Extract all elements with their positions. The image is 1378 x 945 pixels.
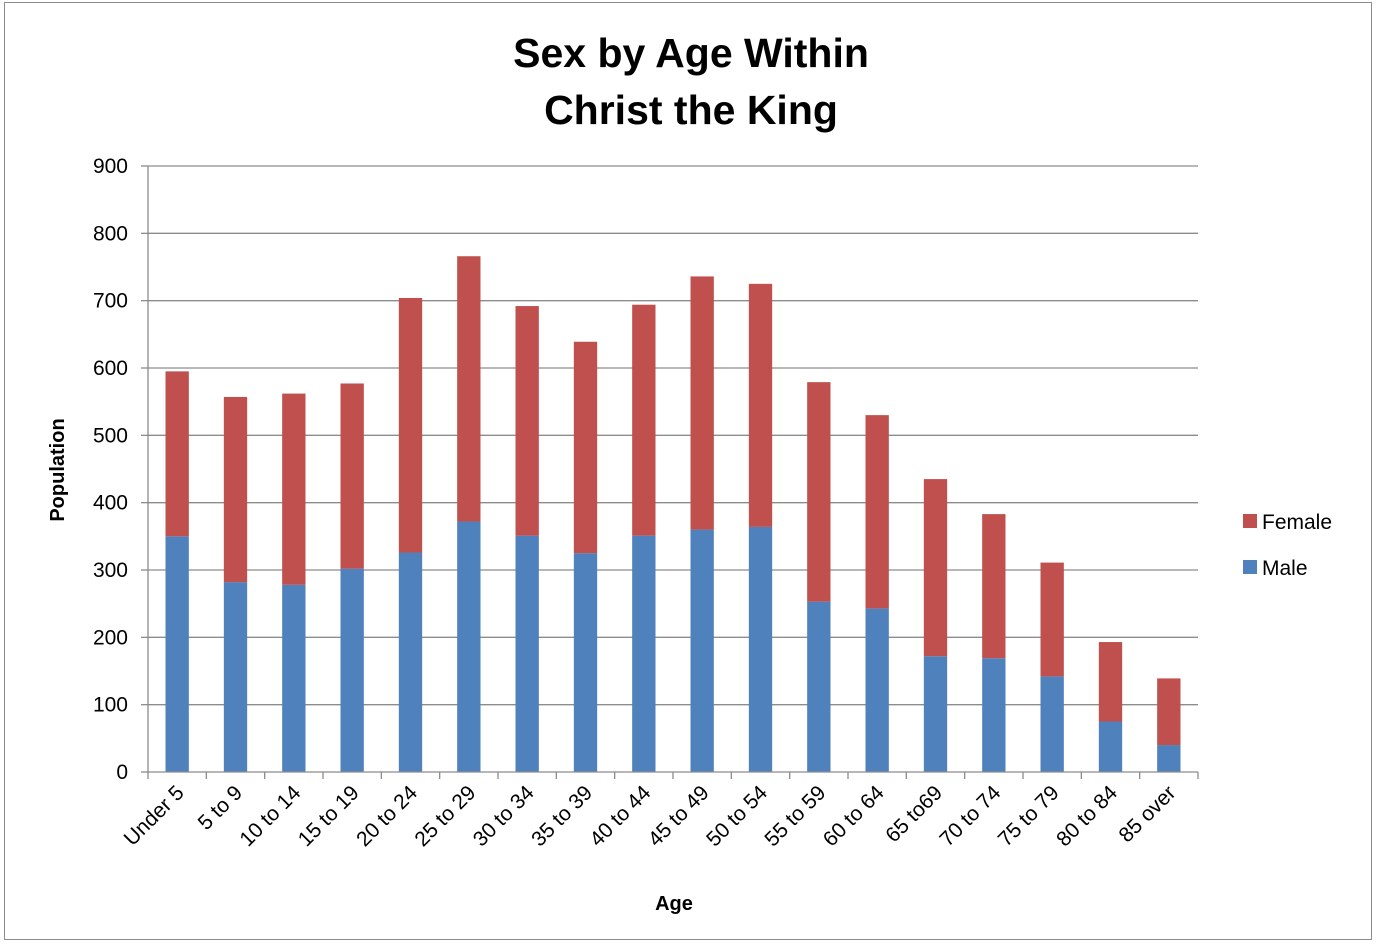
bar-female <box>398 297 423 553</box>
x-tick-label: 60 to 64 <box>819 781 889 851</box>
y-tick-label: 600 <box>93 357 128 380</box>
bar-male <box>165 536 189 772</box>
chart-title-line-2: Christ the King <box>544 87 838 133</box>
bar-male <box>1098 721 1123 772</box>
y-tick-label: 500 <box>93 424 128 447</box>
x-tick-label: Under 5 <box>120 781 189 850</box>
x-tick-label: 25 to 29 <box>410 781 480 851</box>
x-tick-label: 5 to 9 <box>194 781 247 834</box>
bar-male <box>223 582 248 772</box>
bar-male <box>982 658 1006 772</box>
bar-male <box>340 568 364 772</box>
x-tick-label: 20 to 24 <box>352 781 422 851</box>
bar-female <box>1098 642 1123 722</box>
bar-female <box>982 514 1006 659</box>
x-axis-title: Age <box>655 893 693 915</box>
y-tick-label: 200 <box>93 626 128 649</box>
x-tick-label: 50 to 54 <box>702 781 772 851</box>
x-tick-label: 45 to 49 <box>644 781 714 851</box>
bar-female <box>865 415 889 609</box>
bar-male <box>1040 676 1064 772</box>
bar-male <box>1157 745 1181 772</box>
y-tick-label: 800 <box>93 222 128 245</box>
bar-female <box>807 382 831 602</box>
axes <box>147 166 1199 779</box>
y-tick-labels: 0 100 200 300 400 500 600 700 800 900 <box>93 155 128 784</box>
gridlines <box>141 165 1198 773</box>
bar-female <box>690 276 714 530</box>
legend-swatch-female <box>1243 514 1257 528</box>
bar-male <box>632 535 656 772</box>
legend: Female Male <box>1243 511 1332 580</box>
x-tick-label: 40 to 44 <box>585 781 655 851</box>
x-tick-label: 75 to 79 <box>994 781 1064 851</box>
bar-female <box>223 396 248 583</box>
x-tick-label: 70 to 74 <box>935 781 1005 851</box>
bar-male <box>282 584 306 772</box>
y-tick-label: 400 <box>93 492 128 515</box>
legend-label-female: Female <box>1262 511 1332 534</box>
x-tick-label: 80 to 84 <box>1052 781 1122 851</box>
bar-female <box>573 341 598 554</box>
bar-female <box>923 479 948 657</box>
bar-female <box>1040 562 1064 677</box>
bar-male <box>573 553 598 772</box>
bar-male <box>923 656 948 772</box>
bar-female <box>282 393 306 585</box>
y-tick-label: 0 <box>116 761 128 784</box>
bar-female <box>515 306 539 536</box>
legend-swatch-male <box>1243 560 1257 574</box>
bar-female <box>340 383 364 569</box>
x-tick-label: 15 to 19 <box>294 781 364 851</box>
y-tick-label: 700 <box>93 290 128 313</box>
bars <box>165 256 1181 772</box>
x-tick-label: 85 over <box>1115 781 1181 847</box>
y-tick-label: 300 <box>93 559 128 582</box>
bar-male <box>690 529 714 772</box>
chart-title-line-1: Sex by Age Within <box>513 30 869 76</box>
bar-female <box>165 371 189 537</box>
bar-male <box>748 526 773 772</box>
y-tick-label: 900 <box>93 155 128 178</box>
x-tick-label: 55 to 59 <box>760 781 830 851</box>
y-tick-label: 100 <box>93 694 128 717</box>
bar-male <box>457 521 481 772</box>
x-tick-label: 35 to 39 <box>527 781 597 851</box>
y-axis-title: Population <box>47 418 69 521</box>
bar-female <box>748 283 773 527</box>
bar-male <box>807 601 831 772</box>
bar-female <box>632 304 656 536</box>
bar-male <box>398 552 423 772</box>
bar-male <box>515 535 539 772</box>
legend-label-male: Male <box>1262 557 1308 580</box>
bar-female <box>457 256 481 522</box>
bar-female <box>1157 678 1181 746</box>
x-tick-label: 30 to 34 <box>469 781 539 851</box>
bar-male <box>865 608 889 772</box>
x-tick-label: 10 to 14 <box>235 781 305 851</box>
